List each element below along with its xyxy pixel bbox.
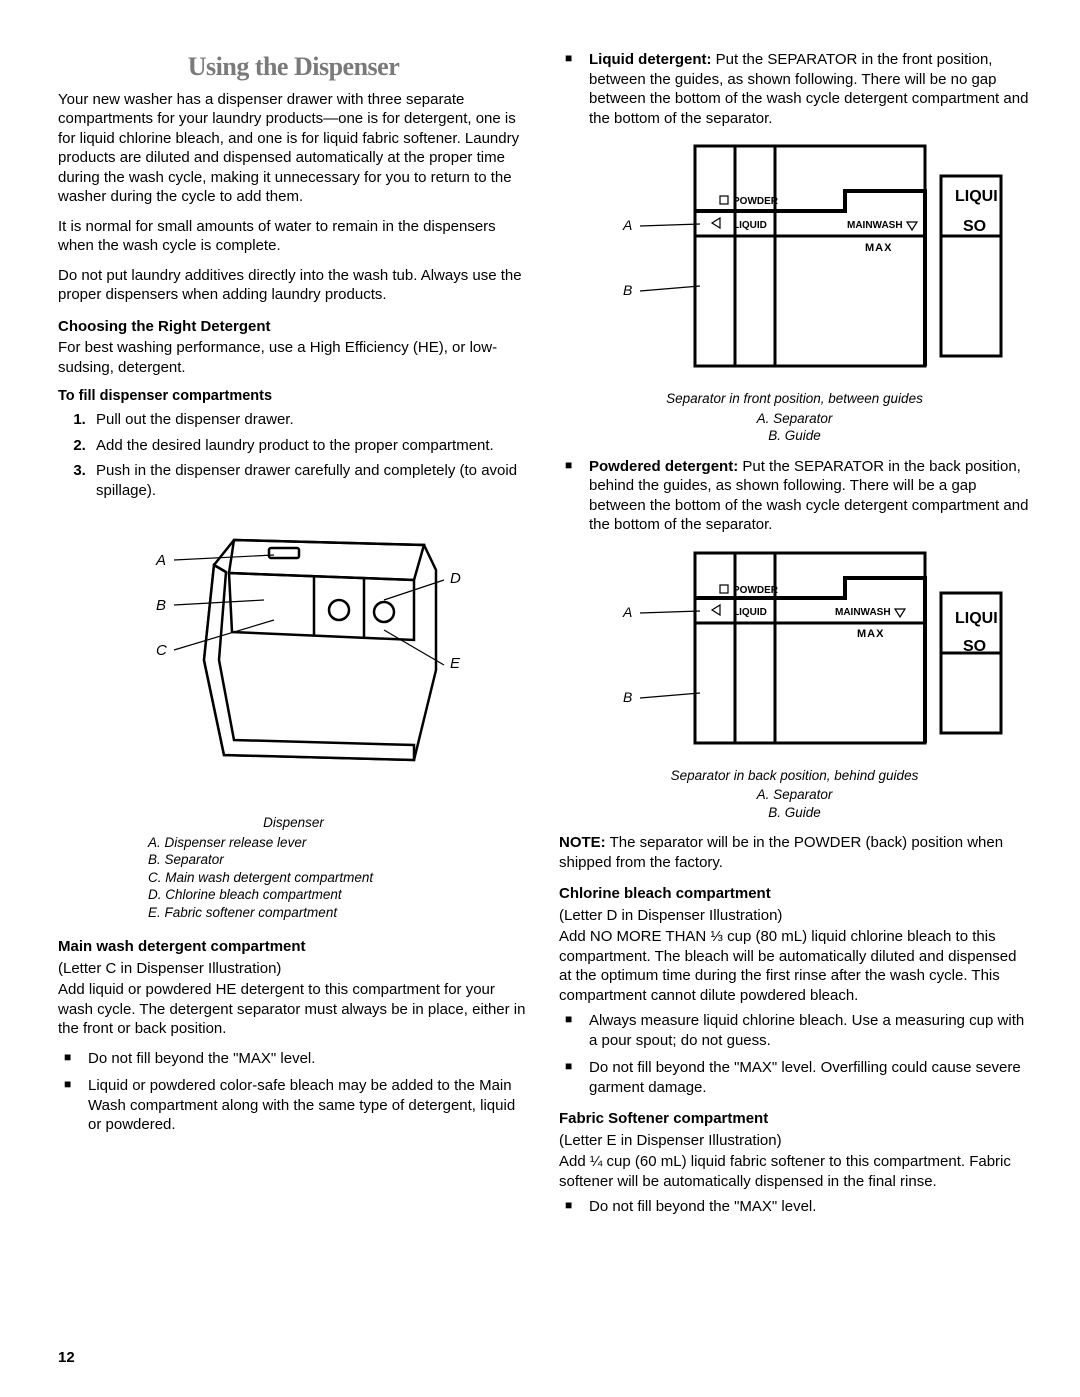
heading-fill: To fill dispenser compartments [58,387,529,406]
fig2-so: SO [963,218,986,235]
softener-b1: Do not fill beyond the "MAX" level. [589,1197,1030,1217]
fig3-key: A. Separator B. Guide [559,786,1030,821]
page-title: Using the Dispenser [58,50,529,84]
fig3-lbl-b: B [623,689,632,705]
heading-bleach: Chlorine bleach compartment [559,884,1030,904]
fig3-max: MAX [857,628,884,640]
heading-mainwash: Main wash detergent compartment [58,937,529,957]
fig2-powder: POWDER [733,196,779,207]
bleach-b2: Do not fill beyond the "MAX" level. Over… [589,1058,1030,1097]
intro-p2: It is normal for small amounts of water … [58,217,529,256]
softener-bullets: Do not fill beyond the "MAX" level. [559,1197,1030,1217]
fill-step-3: Push in the dispenser drawer carefully a… [90,461,529,500]
heading-detergent: Choosing the Right Detergent [58,317,529,337]
fig1-kb: B. Separator [148,851,529,869]
liquid-bullet: Liquid detergent: Put the SEPARATOR in t… [559,50,1030,128]
fig1-lbl-a: A [155,552,166,569]
fig3-caption: Separator in back position, behind guide… [559,767,1030,785]
fig2-max: MAX [865,242,892,254]
mainwash-p: Add liquid or powdered HE detergent to t… [58,980,529,1039]
fig3-liquid: LIQUID [733,607,767,618]
mainwash-b1: Do not fill beyond the "MAX" level. [88,1049,529,1069]
fig2-lbl-b: B [623,282,632,298]
fig2-lbl-a: A [622,217,632,233]
fig3-lbl-a: A [622,604,632,620]
bleach-bullets: Always measure liquid chlorine bleach. U… [559,1011,1030,1097]
page-number: 12 [58,1348,75,1368]
fill-step-2: Add the desired laundry product to the p… [90,436,529,456]
powdered-bullet: Powdered detergent: Put the SEPARATOR in… [559,457,1030,535]
bleach-sub: (Letter D in Dispenser Illustration) [559,906,1030,926]
note-text: The separator will be in the POWDER (bac… [559,834,1003,871]
fig2-liqui: LIQUI [955,188,998,205]
fig3-powder: POWDER [733,585,779,596]
heading-softener: Fabric Softener compartment [559,1109,1030,1129]
fig2-key: A. Separator B. Guide [559,410,1030,445]
liquid-bold: Liquid detergent: [589,51,712,68]
fig1-kc: C. Main wash detergent compartment [148,869,529,887]
fig2-caption: Separator in front position, between gui… [559,390,1030,408]
fig1-ke: E. Fabric softener compartment [148,904,529,922]
detergent-text: For best washing performance, use a High… [58,338,529,377]
bleach-b1: Always measure liquid chlorine bleach. U… [589,1011,1030,1050]
fig1-caption: Dispenser [58,814,529,832]
fig1-kd: D. Chlorine bleach compartment [148,886,529,904]
bleach-p: Add NO MORE THAN ⅓ cup (80 mL) liquid ch… [559,927,1030,1005]
fig3-kb: B. Guide [559,804,1030,822]
softener-sub: (Letter E in Dispenser Illustration) [559,1131,1030,1151]
intro-p3: Do not put laundry additives directly in… [58,266,529,305]
fig1-lbl-b: B [156,597,166,614]
note-bold: NOTE: [559,834,606,851]
fig2-mainwash: MAINWASH [847,220,903,231]
intro-p1: Your new washer has a dispenser drawer w… [58,90,529,207]
fig3-liqui: LIQUI [955,610,998,627]
fig1-ka: A. Dispenser release lever [148,834,529,852]
note: NOTE: The separator will be in the POWDE… [559,833,1030,872]
mainwash-b2: Liquid or powdered color-safe bleach may… [88,1076,529,1135]
fig1-lbl-e: E [450,655,461,672]
fill-step-1: Pull out the dispenser drawer. [90,410,529,430]
mainwash-bullets: Do not fill beyond the "MAX" level. Liqu… [58,1049,529,1135]
fig2-kb: B. Guide [559,427,1030,445]
figure-dispenser: A B C D E [58,510,529,810]
fig2-liquid: LIQUID [733,220,767,231]
mainwash-sub: (Letter C in Dispenser Illustration) [58,959,529,979]
softener-p: Add ¼ cup (60 mL) liquid fabric softener… [559,1152,1030,1191]
fig3-mainwash: MAINWASH [835,607,891,618]
figure-front-pos: A B POWDER LIQUID MAINWASH MAX LIQUI SO [559,136,1030,386]
fig3-so: SO [963,638,986,655]
fig2-ka: A. Separator [559,410,1030,428]
fig1-lbl-c: C [156,642,167,659]
powdered-bold: Powdered detergent: [589,458,738,475]
fig1-key: A. Dispenser release lever B. Separator … [148,834,529,922]
powdered-li: Powdered detergent: Put the SEPARATOR in… [589,457,1030,535]
figure-back-pos: A B POWDER LIQUID MAINWASH MAX LIQUI SO [559,543,1030,763]
fig3-ka: A. Separator [559,786,1030,804]
fill-steps: Pull out the dispenser drawer. Add the d… [58,410,529,500]
liquid-li: Liquid detergent: Put the SEPARATOR in t… [589,50,1030,128]
fig1-lbl-d: D [450,570,461,587]
